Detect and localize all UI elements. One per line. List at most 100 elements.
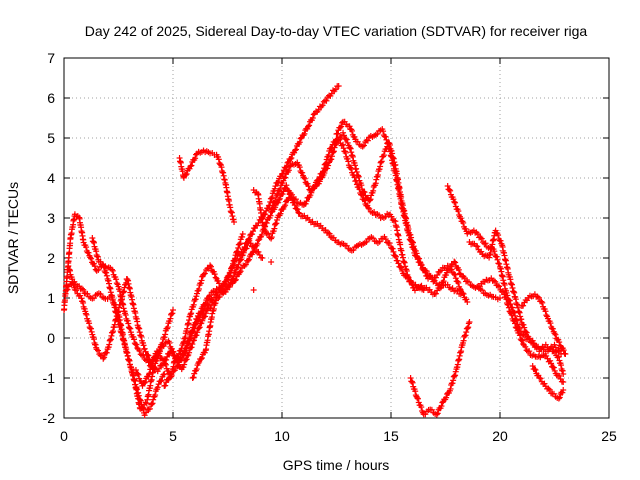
data-point [265,231,272,238]
data-point [157,378,164,385]
data-point [149,400,156,407]
data-point [154,384,161,391]
data-point [213,295,220,301]
data-point [412,388,419,395]
data-point [413,253,420,260]
data-point [559,389,566,396]
data-point [340,129,347,136]
data-point [560,371,567,377]
data-point [547,357,554,364]
data-point [237,257,244,264]
data-point [187,311,194,318]
data-point [151,353,158,360]
data-point [449,380,456,387]
data-point [183,171,190,178]
data-point [282,164,289,171]
data-point [460,337,467,344]
data-point [287,156,294,163]
data-point [255,237,262,244]
data-point [251,244,258,251]
data-point [316,178,323,185]
data-point [457,215,464,222]
data-point [347,164,354,171]
data-point [436,268,443,275]
data-point [122,311,129,318]
data-point [247,240,254,247]
data-point [196,324,203,331]
data-point [245,257,252,264]
data-point [542,308,549,315]
data-point [389,245,396,252]
data-point [205,301,212,308]
data-point [340,132,347,139]
data-point [193,366,200,373]
data-point [294,206,301,213]
data-point [545,385,552,392]
data-point [224,286,231,293]
data-point [181,361,188,368]
data-point [323,97,330,104]
data-point [112,301,119,308]
data-point [190,301,197,308]
data-point [422,267,429,274]
data-point [455,208,462,215]
data-point [258,231,265,238]
data-point [171,367,178,374]
data-point [512,324,519,331]
data-point [271,225,278,232]
data-point [103,269,110,276]
data-point [508,311,515,318]
data-point [137,351,144,358]
data-point [367,196,374,203]
data-point [282,202,289,209]
data-point [141,380,148,387]
axis-ticks [63,57,610,419]
data-point [522,329,529,336]
data-point [361,189,368,196]
data-point [91,263,98,270]
data-point [292,147,299,154]
data-point [201,270,208,277]
x-tick-label: 20 [492,428,508,444]
data-point [124,317,131,324]
data-point [135,389,142,396]
data-point [137,396,144,403]
data-point [134,370,141,377]
data-point [290,195,297,202]
data-point [239,231,246,237]
data-point [447,385,454,392]
data-point [448,266,455,273]
data-point [315,106,322,113]
data-point [78,285,85,292]
data-point [250,287,257,293]
data-point [360,142,367,149]
data-point [141,355,148,362]
data-point [109,296,116,303]
y-tick-label: 2 [47,250,55,266]
data-point [562,351,569,357]
data-point [451,198,458,205]
data-point [462,332,469,339]
data-point [182,172,189,179]
data-point [127,329,134,336]
data-point [268,206,275,213]
data-point [494,256,501,263]
data-point [142,348,149,355]
data-point [305,183,312,190]
data-point [452,259,459,266]
data-point [516,332,523,339]
data-point [355,173,362,180]
data-point [370,187,377,194]
data-point [322,227,329,234]
data-point [113,280,120,287]
data-point [328,153,335,160]
data-point [135,371,142,378]
data-points [61,83,569,419]
data-point [272,198,279,205]
data-point [520,302,527,309]
data-point [267,198,274,205]
data-point [230,273,237,280]
data-point [281,175,288,182]
data-point [195,285,202,292]
data-point [193,290,200,297]
